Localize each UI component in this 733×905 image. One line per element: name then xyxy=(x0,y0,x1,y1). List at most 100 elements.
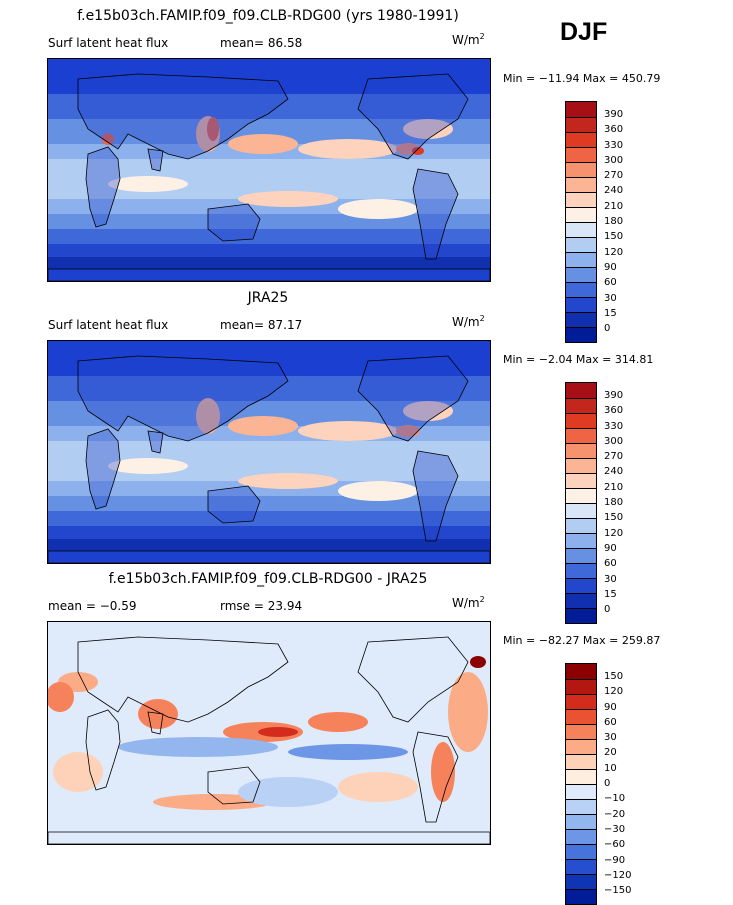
colorbar-swatch xyxy=(566,578,596,593)
coastline xyxy=(412,731,459,823)
colorbar-swatch xyxy=(566,563,596,578)
colorbar-swatch xyxy=(566,458,596,473)
colorbar-swatch xyxy=(566,709,596,724)
anomaly-contour xyxy=(431,742,455,802)
panel2-minmax: Min = −2.04 Max = 314.81 xyxy=(503,353,654,366)
flux-band xyxy=(48,244,490,259)
panel3-colorbar-ticks: 150 120 90 60 30 20 10 0 −10 −20 −30 −60 −90 −120 −150 xyxy=(604,671,632,901)
colorbar-swatch xyxy=(566,282,596,297)
panel2-units: W/m2 xyxy=(452,314,485,329)
colorbar-swatch xyxy=(566,889,596,904)
colorbar-tick-label: 180 xyxy=(604,216,624,228)
flux-contour xyxy=(238,473,338,489)
colorbar-tick-label: −30 xyxy=(604,823,626,835)
colorbar-swatch xyxy=(566,117,596,132)
colorbar-swatch xyxy=(566,207,596,222)
coastline xyxy=(147,430,164,454)
anomaly-contour xyxy=(338,772,418,802)
flux-contour xyxy=(238,191,338,207)
colorbar-tick-label: 300 xyxy=(604,435,624,447)
colorbar-tick-label: 0 xyxy=(604,778,611,790)
colorbar-tick-label: 330 xyxy=(604,420,624,432)
flux-contour xyxy=(412,147,424,155)
colorbar-tick-label: 300 xyxy=(604,154,624,166)
colorbar-swatch xyxy=(566,518,596,533)
flux-contour xyxy=(298,421,398,441)
colorbar-swatch xyxy=(566,297,596,312)
panel2-colorbar xyxy=(565,382,597,624)
colorbar-swatch xyxy=(566,327,596,342)
colorbar-tick-label: 150 xyxy=(604,231,624,243)
flux-contour xyxy=(108,458,188,474)
colorbar-swatch xyxy=(566,814,596,829)
colorbar-tick-label: 210 xyxy=(604,481,624,493)
anomaly-contour xyxy=(138,699,178,729)
colorbar-tick-label: −150 xyxy=(604,885,632,897)
colorbar-swatch xyxy=(566,799,596,814)
coastline xyxy=(85,146,121,228)
colorbar-tick-label: 270 xyxy=(604,170,624,182)
colorbar-tick-label: −90 xyxy=(604,854,626,866)
colorbar-tick-label: 210 xyxy=(604,200,624,212)
colorbar-tick-label: 15 xyxy=(604,588,617,600)
colorbar-tick-label: 330 xyxy=(604,139,624,151)
colorbar-swatch xyxy=(566,664,596,679)
colorbar-swatch xyxy=(566,859,596,874)
coastline xyxy=(357,636,469,723)
colorbar-swatch xyxy=(566,769,596,784)
colorbar-swatch xyxy=(566,608,596,623)
colorbar-tick-label: −120 xyxy=(604,869,632,881)
colorbar-tick-label: −60 xyxy=(604,839,626,851)
colorbar-tick-label: 360 xyxy=(604,124,624,136)
colorbar-tick-label: 60 xyxy=(604,558,617,570)
anomaly-contour xyxy=(53,752,103,792)
panel1-title: f.e15b03ch.FAMIP.f09_f09.CLB-RDG00 (yrs … xyxy=(77,8,459,24)
coastline xyxy=(357,355,469,442)
colorbar-tick-label: 150 xyxy=(604,512,624,524)
colorbar-tick-label: 120 xyxy=(604,246,624,258)
panel3-title: f.e15b03ch.FAMIP.f09_f09.CLB-RDG00 - JRA… xyxy=(108,571,428,587)
colorbar-swatch xyxy=(566,252,596,267)
coastline xyxy=(48,550,490,563)
anomaly-contour xyxy=(258,727,298,737)
flux-contour xyxy=(228,416,298,436)
colorbar-swatch xyxy=(566,162,596,177)
colorbar-swatch xyxy=(566,383,596,398)
colorbar-swatch xyxy=(566,267,596,282)
colorbar-tick-label: 60 xyxy=(604,716,617,728)
coastline xyxy=(412,168,459,260)
flux-band xyxy=(48,511,490,529)
colorbar-swatch xyxy=(566,177,596,192)
coastline xyxy=(85,709,121,791)
panel2-variable-label: Surf latent heat flux xyxy=(48,318,169,332)
flux-contour xyxy=(196,398,220,434)
flux-contour xyxy=(228,134,298,154)
colorbar-swatch xyxy=(566,844,596,859)
colorbar-tick-label: 240 xyxy=(604,466,624,478)
colorbar-tick-label: 30 xyxy=(604,573,617,585)
colorbar-swatch xyxy=(566,488,596,503)
flux-contour xyxy=(403,119,453,139)
flux-contour xyxy=(403,401,453,421)
colorbar-swatch xyxy=(566,533,596,548)
panel1-units: W/m2 xyxy=(452,32,485,47)
colorbar-swatch xyxy=(566,443,596,458)
colorbar-swatch xyxy=(566,473,596,488)
anomaly-contour xyxy=(288,744,408,760)
colorbar-tick-label: −10 xyxy=(604,793,626,805)
coastline xyxy=(77,355,289,442)
panel1-map xyxy=(47,58,491,282)
anomaly-contour xyxy=(48,682,74,712)
flux-band xyxy=(48,257,490,269)
flux-band xyxy=(48,539,490,551)
coastline xyxy=(85,428,121,510)
anomaly-contour xyxy=(238,777,338,807)
colorbar-swatch xyxy=(566,398,596,413)
colorbar-swatch xyxy=(566,829,596,844)
panel2-mean-label: mean= 87.17 xyxy=(220,318,303,332)
anomaly-contour xyxy=(308,712,368,732)
colorbar-swatch xyxy=(566,413,596,428)
panel1-colorbar xyxy=(565,101,597,343)
colorbar-tick-label: 90 xyxy=(604,261,617,273)
colorbar-tick-label: 240 xyxy=(604,185,624,197)
